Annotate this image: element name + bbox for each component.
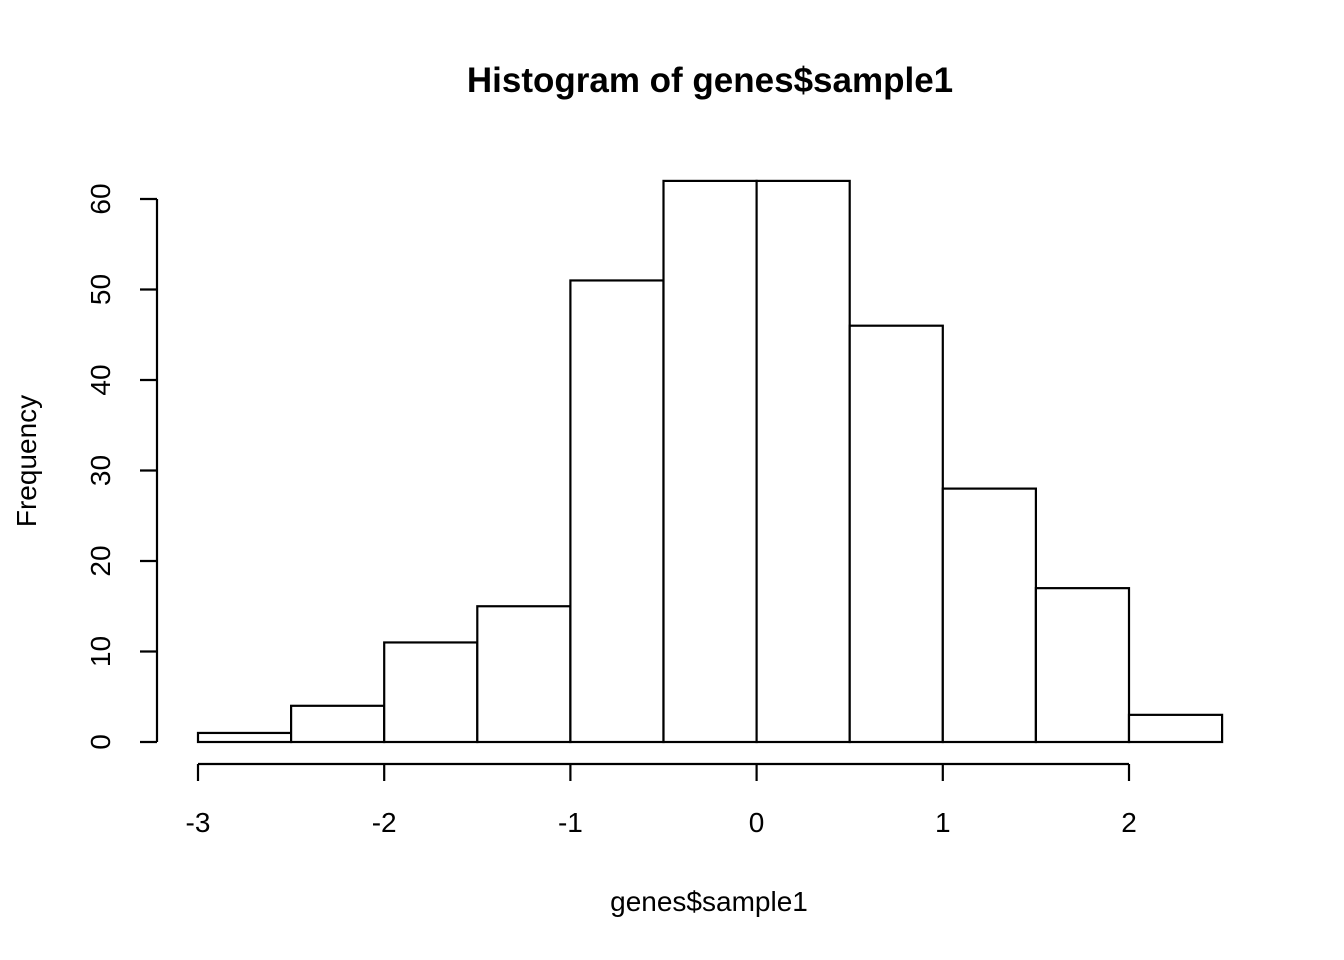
y-tick-label: 60 <box>85 183 116 214</box>
histogram-bar <box>383 641 479 744</box>
x-tick-label: -1 <box>558 807 583 838</box>
histogram-bar <box>1034 587 1131 744</box>
bars-group <box>196 179 1224 744</box>
histogram-bar <box>196 731 293 744</box>
x-axis: -3 -2 -1 0 1 2 <box>186 762 1137 838</box>
y-tick-label: 30 <box>85 455 116 486</box>
histogram-bar <box>1127 713 1224 744</box>
y-tick-label: 10 <box>85 636 116 667</box>
y-tick-label: 0 <box>85 734 116 750</box>
y-tick-label: 20 <box>85 545 116 576</box>
x-axis-label: genes$sample1 <box>610 886 808 917</box>
y-axis-label: Frequency <box>11 395 42 527</box>
histogram-bar <box>941 487 1037 744</box>
x-tick-label: -2 <box>372 807 397 838</box>
y-tick-label: 50 <box>85 274 116 305</box>
chart-title: Histogram of genes$sample1 <box>467 61 953 100</box>
histogram-bar <box>290 704 386 744</box>
histogram-bar <box>476 605 572 744</box>
histogram-bar <box>662 179 758 744</box>
x-tick-label: 2 <box>1121 807 1137 838</box>
y-tick-label: 40 <box>85 364 116 395</box>
y-axis: 0 10 20 30 40 50 60 <box>85 183 159 750</box>
histogram-bar <box>848 324 944 744</box>
x-tick-label: 1 <box>935 807 951 838</box>
x-tick-label: -3 <box>186 807 211 838</box>
histogram-bar <box>755 179 851 744</box>
histogram-bar <box>569 279 665 744</box>
x-tick-label: 0 <box>749 807 765 838</box>
